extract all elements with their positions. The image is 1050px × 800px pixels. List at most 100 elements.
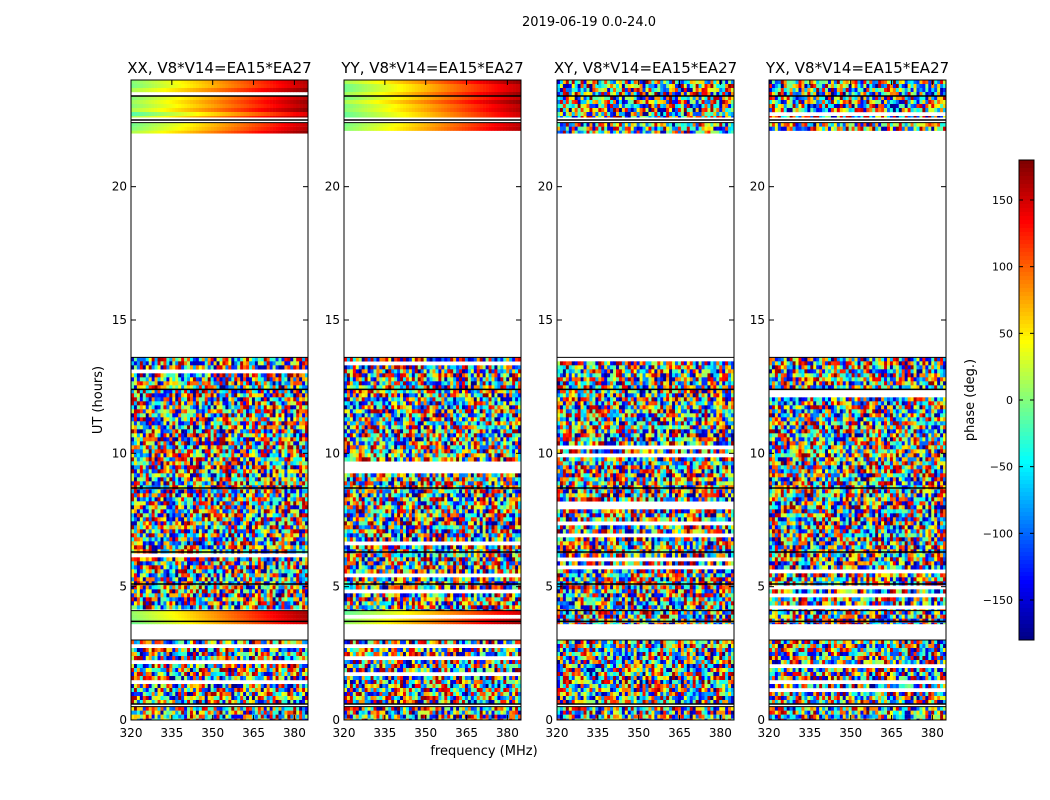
heatmap-cell [281, 714, 285, 719]
heatmap-cell [284, 437, 288, 442]
heatmap-cell [299, 521, 303, 526]
heatmap-cell [240, 533, 244, 538]
heatmap-cell [266, 493, 270, 498]
heatmap-cell [154, 122, 158, 127]
heatmap-cell [222, 365, 226, 370]
heatmap-cell [254, 537, 259, 542]
heatmap-cell [243, 445, 247, 450]
heatmap-cell [272, 614, 276, 619]
heatmap-cell [216, 541, 220, 546]
heatmap-cell [243, 501, 247, 506]
heatmap-cell [160, 714, 164, 719]
heatmap-cell [257, 714, 262, 719]
heatmap-cell [207, 509, 211, 514]
heatmap-cell [181, 417, 185, 422]
heatmap-cell [207, 445, 211, 450]
heatmap-cell [169, 437, 173, 442]
heatmap-cell [293, 417, 297, 422]
heatmap-cell [151, 501, 155, 506]
heatmap-cell [263, 489, 267, 494]
heatmap-cell [284, 477, 288, 482]
heatmap-cell [225, 545, 229, 550]
heatmap-cell [178, 453, 182, 458]
heatmap-cell [290, 517, 294, 522]
heatmap-cell [293, 357, 297, 362]
heatmap-cell [296, 445, 300, 450]
heatmap-cell [299, 718, 303, 720]
heatmap-cell [154, 409, 158, 414]
heatmap-cell [293, 605, 297, 610]
heatmap-cell [160, 652, 164, 657]
heatmap-cell [133, 501, 138, 506]
heatmap-cell [251, 441, 256, 446]
heatmap-cell [198, 385, 203, 390]
heatmap-cell [284, 656, 288, 661]
heatmap-cell [204, 433, 208, 438]
heatmap-cell [263, 513, 267, 518]
heatmap-cell [246, 401, 250, 406]
heatmap-cell [240, 453, 244, 458]
heatmap-cell [287, 537, 291, 542]
heatmap-cell [169, 365, 173, 370]
heatmap-cell [249, 672, 253, 677]
heatmap-cell [246, 714, 250, 719]
heatmap-cell [251, 497, 256, 502]
heatmap-cell [225, 561, 229, 566]
heatmap-cell [151, 357, 155, 362]
heatmap-cell [207, 493, 211, 498]
heatmap-cell [287, 569, 291, 574]
heatmap-cell [210, 489, 214, 494]
heatmap-cell [148, 517, 152, 522]
heatmap-cell [257, 710, 262, 715]
heatmap-cell [246, 445, 250, 450]
heatmap-cell [284, 421, 288, 426]
heatmap-cell [216, 622, 220, 625]
heatmap-cell [272, 493, 276, 498]
heatmap-cell [240, 656, 244, 661]
heatmap-cell [163, 493, 167, 498]
heatmap-cell [257, 533, 262, 538]
heatmap-cell [160, 513, 164, 518]
heatmap-cell [234, 672, 238, 677]
heatmap-cell [290, 437, 294, 442]
heatmap-cell [222, 501, 226, 506]
heatmap-cell [260, 493, 265, 498]
heatmap-cell [299, 672, 303, 677]
heatmap-cell [163, 573, 167, 578]
heatmap-cell [296, 361, 300, 366]
heatmap-cell [254, 457, 259, 462]
heatmap-cell [222, 688, 226, 693]
heatmap-cell [234, 561, 238, 566]
heatmap-cell [234, 688, 238, 693]
heatmap-cell [198, 525, 203, 530]
heatmap-cell [293, 706, 297, 711]
heatmap-cell [302, 696, 306, 701]
heatmap-cell [192, 509, 197, 514]
heatmap-cell [213, 517, 217, 522]
heatmap-cell [190, 421, 194, 426]
heatmap-cell [139, 425, 144, 430]
heatmap-cell [228, 529, 232, 534]
heatmap-cell [222, 714, 226, 719]
heatmap-cell [181, 425, 185, 430]
heatmap-cell [157, 557, 161, 562]
heatmap-cell [254, 417, 259, 422]
heatmap-cell [281, 537, 285, 542]
heatmap-cell [219, 700, 223, 705]
heatmap-cell [192, 477, 197, 482]
heatmap-cell [178, 585, 182, 590]
heatmap-cell [269, 465, 273, 470]
heatmap-cell [284, 533, 288, 538]
heatmap-cell [243, 469, 247, 474]
heatmap-cell [251, 365, 256, 370]
heatmap-cell [157, 465, 161, 470]
heatmap-cell [136, 481, 141, 486]
heatmap-cell [281, 589, 285, 594]
heatmap-cell [254, 122, 259, 127]
heatmap-cell [148, 537, 152, 542]
heatmap-cell [169, 397, 173, 402]
heatmap-cell [175, 668, 179, 673]
heatmap-cell [169, 425, 173, 430]
heatmap-cell [213, 481, 217, 486]
heatmap-cell [254, 605, 259, 610]
